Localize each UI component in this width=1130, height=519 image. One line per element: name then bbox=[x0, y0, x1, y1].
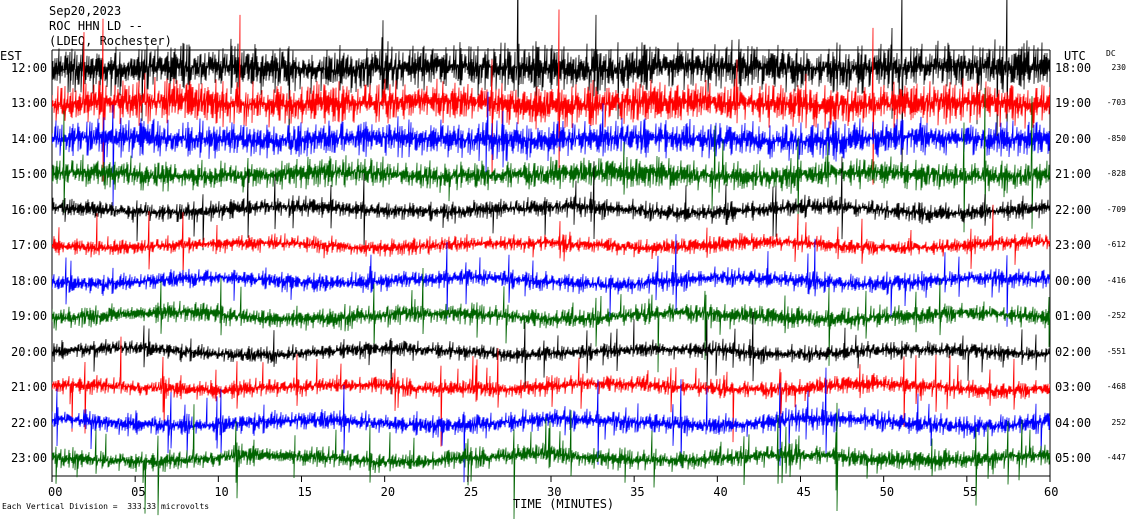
est-label: 16:00 bbox=[11, 202, 48, 217]
dc-value: -447 bbox=[1106, 452, 1126, 462]
est-label: 18:00 bbox=[11, 273, 48, 288]
utc-label: 18:00 bbox=[1055, 61, 1092, 75]
x-tick-label: 50 bbox=[879, 485, 895, 499]
utc-label: 05:00 bbox=[1055, 450, 1092, 465]
trace-2000 bbox=[52, 311, 1050, 395]
dc-value: 252 bbox=[1111, 417, 1126, 427]
trace-1700 bbox=[52, 204, 1050, 277]
dc-value: -468 bbox=[1106, 382, 1126, 392]
trace-2200 bbox=[52, 367, 1050, 483]
trace-2300 bbox=[52, 402, 1050, 519]
trace-2100 bbox=[52, 336, 1050, 447]
utc-label: 01:00 bbox=[1055, 309, 1092, 324]
footnote: Each Vertical Division = 333.33 microvol… bbox=[2, 502, 210, 511]
x-tick-label: 05 bbox=[131, 485, 146, 499]
est-label: 23:00 bbox=[11, 450, 48, 465]
trace-1400 bbox=[52, 91, 1050, 211]
right-axis-label: UTC bbox=[1064, 49, 1086, 63]
trace-1300 bbox=[52, 9, 1050, 185]
utc-label: 04:00 bbox=[1055, 415, 1092, 430]
x-tick-label: 25 bbox=[463, 485, 479, 499]
utc-label: 02:00 bbox=[1055, 344, 1092, 359]
dc-value: -850 bbox=[1106, 133, 1126, 143]
x-tick-label: 20 bbox=[380, 485, 396, 499]
trace-1800 bbox=[52, 234, 1050, 327]
x-tick-label: 35 bbox=[630, 485, 645, 499]
header-station: ROC HHN LD -- bbox=[49, 19, 143, 33]
est-label: 20:00 bbox=[11, 344, 48, 359]
utc-label: 23:00 bbox=[1055, 238, 1092, 253]
utc-label: 20:00 bbox=[1055, 131, 1092, 146]
utc-label: 22:00 bbox=[1055, 202, 1092, 217]
x-tick-label: 40 bbox=[713, 485, 728, 499]
dc-value: -612 bbox=[1106, 240, 1126, 250]
header-date: Sep20,2023 bbox=[49, 4, 122, 18]
left-axis-label: EST bbox=[0, 49, 22, 63]
est-label: 13:00 bbox=[11, 96, 48, 111]
utc-label: 03:00 bbox=[1055, 380, 1092, 395]
est-label: 19:00 bbox=[11, 309, 48, 324]
header-network: (LDEO, Rochester) bbox=[49, 34, 172, 48]
est-label: 21:00 bbox=[11, 380, 48, 395]
x-tick-label: 15 bbox=[297, 485, 312, 499]
x-axis-label: TIME (MINUTES) bbox=[513, 497, 615, 511]
dc-label: DC bbox=[1106, 49, 1116, 58]
utc-label: 00:00 bbox=[1055, 273, 1092, 288]
est-label: 12:00 bbox=[11, 61, 48, 75]
dc-value: -551 bbox=[1106, 346, 1126, 356]
trace-1200 bbox=[52, 0, 1050, 174]
est-label: 17:00 bbox=[11, 238, 48, 253]
trace-1500 bbox=[52, 87, 1050, 233]
x-tick-label: 60 bbox=[1044, 485, 1059, 499]
trace-1600 bbox=[52, 156, 1050, 251]
x-tick-label: 55 bbox=[962, 485, 978, 499]
x-tick-label: 10 bbox=[214, 485, 229, 499]
utc-label: 19:00 bbox=[1055, 96, 1092, 111]
x-tick-label: 00 bbox=[48, 485, 63, 499]
trace-1900 bbox=[52, 267, 1050, 373]
x-tick-label: 30 bbox=[547, 485, 562, 499]
est-label: 15:00 bbox=[11, 167, 48, 182]
dc-value: -709 bbox=[1106, 204, 1126, 214]
dc-value: 230 bbox=[1111, 63, 1126, 72]
dc-value: -828 bbox=[1106, 169, 1126, 179]
est-label: 14:00 bbox=[11, 131, 48, 146]
x-tick-label: 45 bbox=[796, 485, 811, 499]
dc-value: -252 bbox=[1106, 311, 1126, 321]
utc-label: 21:00 bbox=[1055, 167, 1092, 182]
est-label: 22:00 bbox=[11, 415, 48, 430]
dc-value: -416 bbox=[1106, 275, 1126, 285]
dc-value: -703 bbox=[1106, 98, 1126, 108]
